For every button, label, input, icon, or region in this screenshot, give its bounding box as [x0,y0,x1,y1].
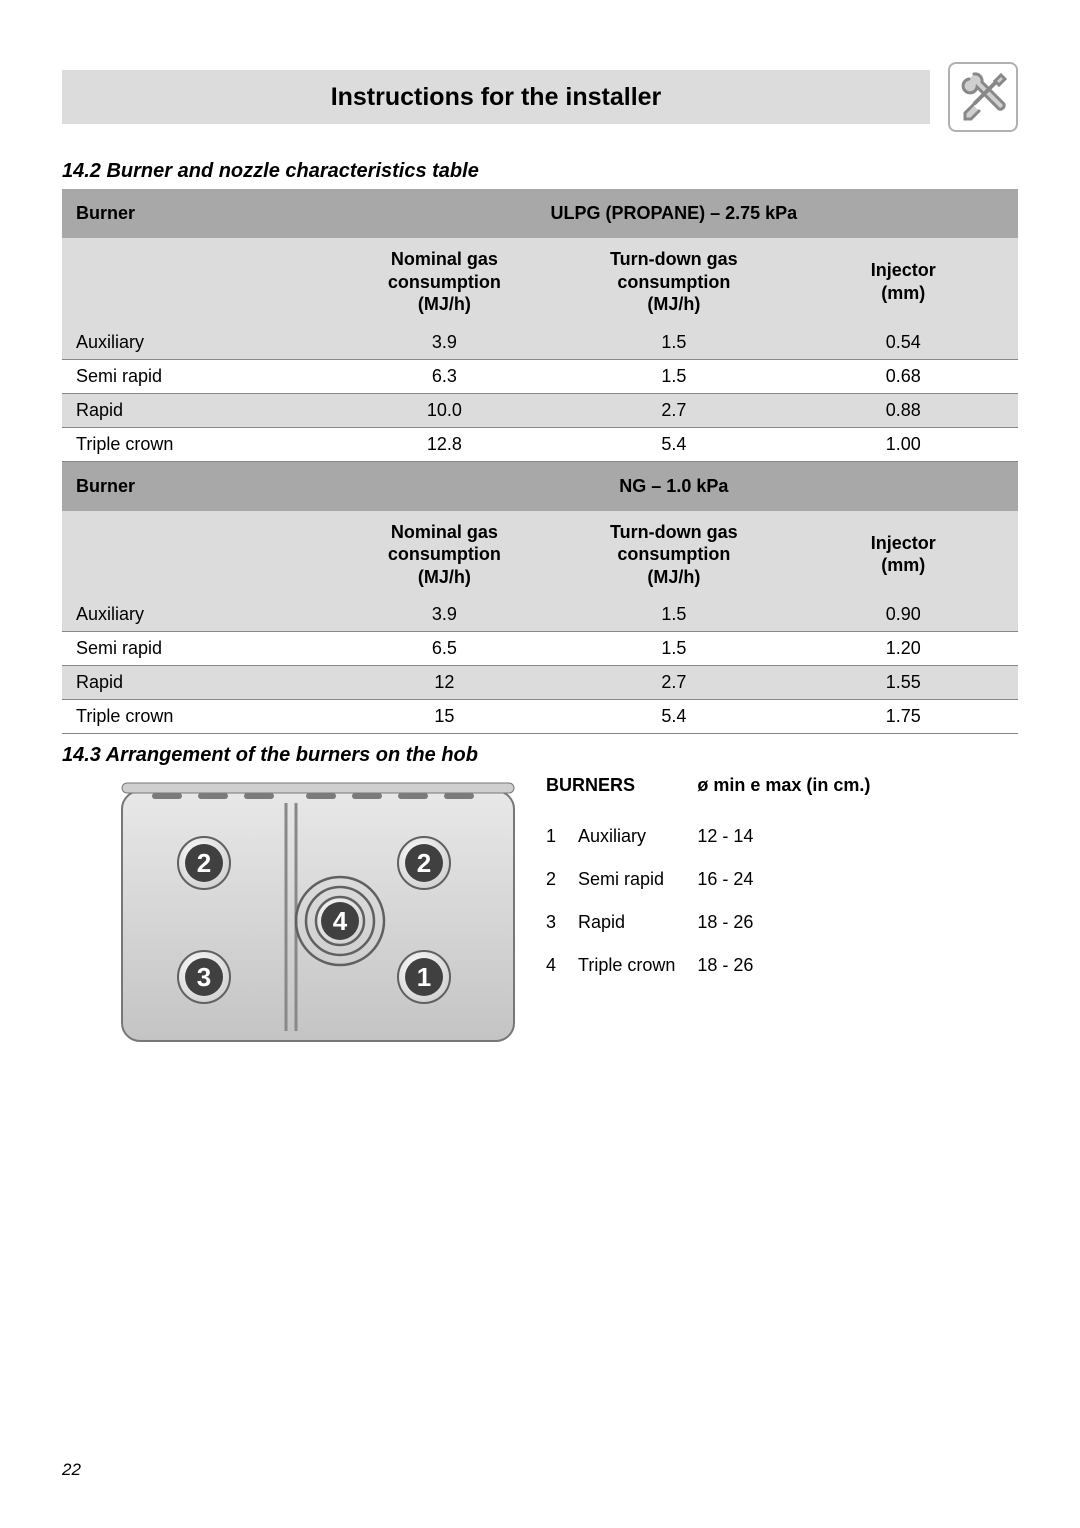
table-row: Triple crown 12.8 5.4 1.00 [62,427,1018,461]
table-subheader: Nominal gas consumption (MJ/h) Turn-down… [62,238,1018,326]
table-row: Triple crown 15 5.4 1.75 [62,700,1018,734]
page-title: Instructions for the installer [331,83,662,112]
section-143-heading: 14.3 Arrangement of the burners on the h… [62,744,1018,767]
table-row: Semi rapid 6.3 1.5 0.68 [62,359,1018,393]
svg-text:2: 2 [197,848,211,878]
title-strip: Instructions for the installer [62,70,930,124]
page-header: Instructions for the installer [62,62,1018,132]
col-turndown: Turn-down gas consumption (MJ/h) [559,238,788,326]
table-row: Rapid 10.0 2.7 0.88 [62,393,1018,427]
burners-row: 3 Rapid 18 - 26 [546,902,910,943]
arrangement-row: 2 2 3 1 4 BURNERS ø min e max (in cm.) 1… [62,773,1018,1050]
col-diameter: ø min e max (in cm.) [697,775,910,814]
table-row: Auxiliary 3.9 1.5 0.90 [62,598,1018,632]
section-142-heading: 14.2 Burner and nozzle characteristics t… [62,160,1018,183]
hob-diagram: 2 2 3 1 4 [118,773,518,1050]
page-number: 22 [62,1460,81,1480]
col-nominal: Nominal gas consumption (MJ/h) [330,238,559,326]
svg-text:2: 2 [417,848,431,878]
table-row: Semi rapid 6.5 1.5 1.20 [62,632,1018,666]
table-row: Rapid 12 2.7 1.55 [62,666,1018,700]
group2-title: NG – 1.0 kPa [330,461,1018,511]
svg-text:1: 1 [417,962,431,992]
svg-text:4: 4 [333,906,348,936]
burners-row: 1 Auxiliary 12 - 14 [546,816,910,857]
col-burner: Burner [62,189,330,238]
col-injector: Injector (mm) [789,238,1018,326]
installer-tools-icon [948,62,1018,132]
table-row: Auxiliary 3.9 1.5 0.54 [62,326,1018,360]
col-burners: BURNERS [546,775,695,814]
table-subheader: Nominal gas consumption (MJ/h) Turn-down… [62,511,1018,599]
burners-legend-table: BURNERS ø min e max (in cm.) 1 Auxiliary… [544,773,912,988]
burner-nozzle-table: Burner ULPG (PROPANE) – 2.75 kPa Nominal… [62,189,1018,734]
group1-title: ULPG (PROPANE) – 2.75 kPa [330,189,1018,238]
table-header-group2: Burner NG – 1.0 kPa [62,461,1018,511]
burners-row: 2 Semi rapid 16 - 24 [546,859,910,900]
burners-row: 4 Triple crown 18 - 26 [546,945,910,986]
table-header-group1: Burner ULPG (PROPANE) – 2.75 kPa [62,189,1018,238]
burners-header: BURNERS ø min e max (in cm.) [546,775,910,814]
svg-text:3: 3 [197,962,211,992]
